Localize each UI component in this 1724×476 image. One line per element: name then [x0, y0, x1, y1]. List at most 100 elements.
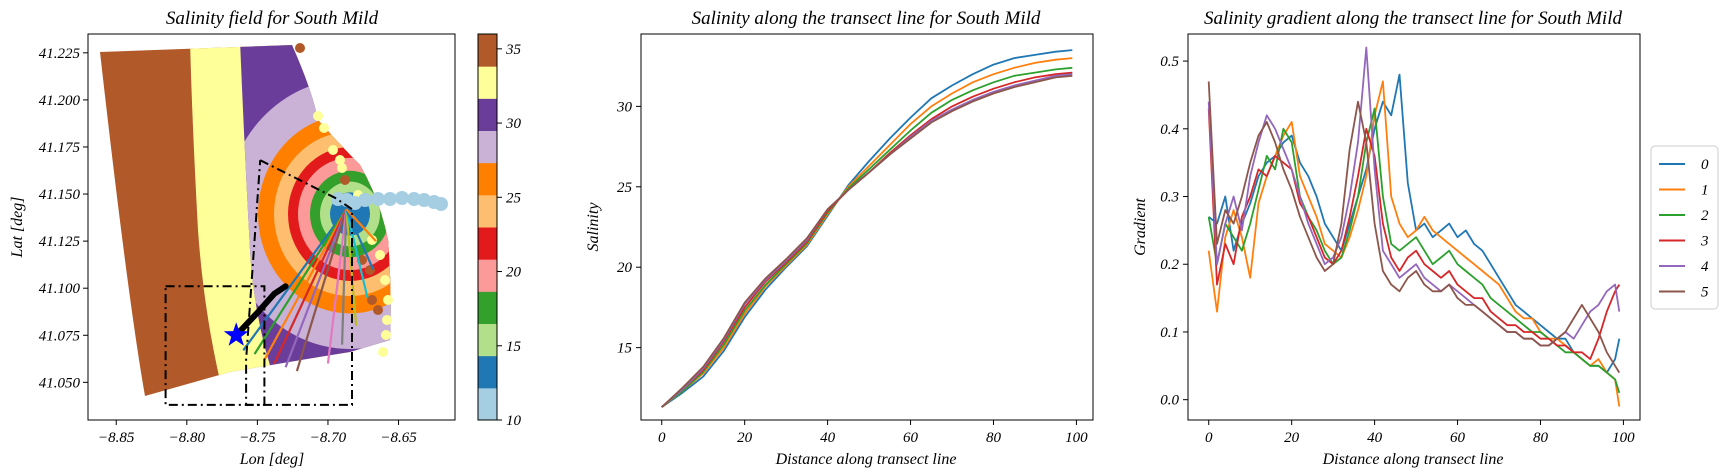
edge-point — [295, 43, 305, 53]
edge-point — [313, 111, 323, 121]
colorbar-swatch — [478, 66, 497, 99]
edge-point — [373, 305, 383, 315]
colorbar-swatch — [478, 259, 497, 292]
transect-line — [340, 209, 348, 345]
salinity-xlabel: Distance along transect line — [775, 451, 957, 468]
edge-point — [380, 275, 390, 285]
colorbar: 10 15 20 25 30 35 — [477, 33, 522, 429]
x-tick-label: −8.85 — [98, 430, 135, 446]
edge-point — [383, 295, 393, 305]
edge-point — [378, 347, 388, 357]
x-tick-label: 80 — [1533, 430, 1549, 446]
river-point — [434, 197, 448, 211]
y-tick-label: 0.5 — [1160, 54, 1179, 70]
edge-point — [367, 235, 377, 245]
x-tick-label: −8.70 — [310, 430, 347, 446]
panel-gradient-transect: Salinity gradient along the transect lin… — [1132, 8, 1719, 468]
y-tick-label: 20 — [617, 260, 633, 276]
gradient-ylabel: Gradient — [1132, 198, 1149, 256]
legend-label: 2 — [1701, 208, 1709, 224]
colorbar-frame — [477, 33, 498, 421]
transect-line — [345, 209, 358, 326]
salinity-axes-frame — [640, 33, 1094, 421]
transect-line — [253, 208, 348, 355]
colorbar-swatch — [478, 227, 497, 260]
y-tick-label: 15 — [617, 341, 633, 357]
map-x-ticks: −8.85 −8.80 −8.75 −8.70 −8.65 — [98, 420, 417, 446]
map-y-ticks: 41.050 41.075 41.100 41.125 41.150 41.175 41.2… — [39, 46, 88, 391]
series-line-5 — [661, 74, 1073, 408]
gradient-x-ticks: 0 20 40 60 80 100 — [1205, 420, 1635, 446]
gradient-xlabel: Distance along transect line — [1322, 451, 1504, 468]
gradient-axes-frame — [1187, 33, 1641, 421]
colorbar-tick-label: 30 — [505, 116, 522, 132]
x-tick-label: −8.80 — [169, 430, 206, 446]
y-tick-label: 0.1 — [1160, 325, 1179, 341]
y-tick-label: 0.2 — [1160, 257, 1179, 273]
y-tick-label: 41.125 — [39, 234, 81, 250]
colorbar-tick-label: 25 — [506, 190, 522, 206]
colorbar-tick-label: 10 — [506, 413, 522, 429]
map-axes-frame — [87, 33, 456, 421]
y-tick-label: 41.150 — [39, 187, 81, 203]
salinity-plot-area — [661, 49, 1073, 408]
y-tick-label: 0.3 — [1160, 190, 1179, 206]
transect-line — [242, 208, 348, 351]
salinity-y-ticks: 15 20 25 30 — [616, 99, 641, 357]
legend-box — [1650, 145, 1719, 310]
colorbar-swatch — [478, 98, 497, 131]
edge-point — [337, 163, 347, 173]
gradient-title: Salinity gradient along the transect lin… — [1204, 8, 1622, 29]
series-line-0 — [661, 49, 1073, 408]
transect-line — [273, 208, 348, 364]
edge-point — [382, 315, 392, 325]
panel-salinity-field: Salinity field for South Mild −8.85 −8.80… — [9, 8, 522, 468]
star-marker — [223, 322, 249, 346]
edge-point — [365, 265, 375, 275]
series-line-5 — [1207, 81, 1621, 374]
transect-line — [326, 208, 348, 364]
gradient-plot-area — [1207, 46, 1621, 407]
edge-point — [335, 155, 345, 165]
edge-point — [367, 295, 377, 305]
river-point — [371, 192, 385, 206]
y-tick-label: 41.175 — [39, 140, 81, 156]
series-line-1 — [661, 57, 1073, 408]
colorbar-swatch — [478, 323, 497, 357]
legend: 0 1 2 3 4 5 — [1650, 145, 1719, 310]
vessel-track — [233, 283, 289, 339]
y-tick-label: 0.0 — [1160, 393, 1179, 409]
x-tick-label: 80 — [986, 430, 1002, 446]
salinity-ylabel: Salinity — [585, 202, 602, 252]
y-tick-label: 41.075 — [39, 328, 81, 344]
series-line-4 — [1207, 46, 1621, 347]
y-tick-label: 25 — [617, 180, 633, 196]
transect-line — [345, 208, 369, 298]
panel-salinity-transect: Salinity along the transect line for Sou… — [585, 8, 1094, 468]
x-tick-label: −8.65 — [380, 430, 417, 446]
series-line-4 — [661, 73, 1073, 408]
colorbar-swatch — [478, 34, 497, 67]
x-tick-label: 100 — [1612, 430, 1635, 446]
x-tick-label: 100 — [1065, 430, 1088, 446]
y-tick-label: 0.4 — [1160, 122, 1179, 138]
river-point — [383, 192, 397, 206]
x-tick-label: 40 — [820, 430, 836, 446]
region-box-1 — [245, 159, 353, 406]
x-tick-label: 20 — [1284, 430, 1300, 446]
x-tick-label: 20 — [737, 430, 753, 446]
colorbar-swatch — [478, 291, 497, 324]
salinity-title: Salinity along the transect line for Sou… — [692, 8, 1041, 29]
x-tick-label: 60 — [1450, 430, 1466, 446]
y-tick-label: 41.200 — [39, 93, 81, 109]
x-tick-label: −8.75 — [239, 430, 276, 446]
x-tick-label: 0 — [1205, 430, 1213, 446]
x-tick-label: 40 — [1367, 430, 1383, 446]
series-line-2 — [1207, 107, 1621, 394]
y-tick-label: 41.100 — [39, 281, 81, 297]
y-tick-label: 30 — [616, 99, 633, 115]
edge-point — [375, 250, 385, 260]
edge-point — [340, 175, 350, 185]
river-point — [358, 193, 372, 207]
